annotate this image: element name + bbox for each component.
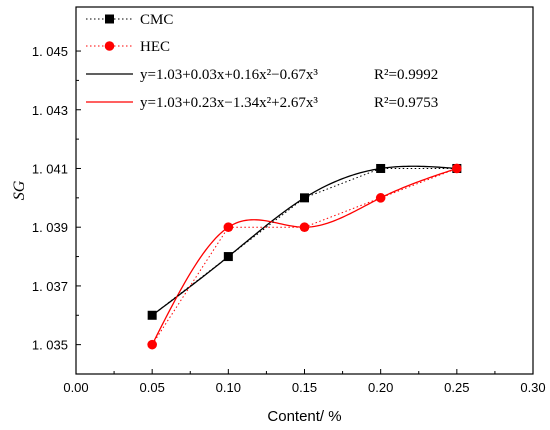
legend-label-hec: HEC (140, 39, 170, 55)
legend-equation-hec: y=1.03+0.23x−1.34x²+2.67x³ (140, 95, 318, 111)
hec-point (223, 222, 234, 232)
x-tick-label: 0.25 (444, 380, 469, 395)
y-tick-label: 1. 041 (32, 161, 68, 176)
x-tick-label: 0.00 (63, 380, 88, 395)
legend-marker-hec (104, 41, 115, 51)
legend-marker-cmc (105, 14, 114, 24)
hec-point (147, 339, 157, 350)
fit-curve-cmc (151, 165, 457, 316)
y-tick-label: 1. 043 (32, 103, 68, 118)
fit-curves (151, 165, 458, 345)
hec-point (452, 163, 462, 174)
x-tick-label: 0.20 (368, 380, 393, 395)
cmc-point (300, 193, 309, 203)
y-tick-label: 1. 037 (32, 279, 68, 294)
cmc-point (223, 252, 233, 262)
x-tick-label: 0.30 (520, 380, 545, 395)
x-tick-label: 0.05 (140, 380, 165, 395)
dotted-line-cmc (151, 167, 457, 316)
plot-axes (75, 6, 534, 375)
hec-point (299, 222, 310, 232)
cmc-point (376, 163, 386, 173)
x-tick-label: 0.15 (292, 380, 317, 395)
legend-equation-cmc: y=1.03+0.03x+0.16x²−0.67x³ (140, 67, 318, 83)
x-tick-label: 0.10 (216, 380, 241, 395)
plot-frame (75, 6, 534, 375)
legend-r2-hec: R²=0.9753 (374, 95, 438, 111)
x-axis-label: Content/ % (267, 408, 341, 425)
data-markers (147, 163, 462, 350)
y-tick-label: 1. 035 (32, 338, 68, 353)
cmc-point (147, 310, 157, 320)
y-axis-label: SG (11, 180, 28, 200)
y-tick-label: 1. 045 (32, 44, 68, 59)
y-tick-label: 1. 039 (32, 220, 68, 235)
legend-r2-cmc: R²=0.9992 (374, 67, 438, 83)
axis-ticks: 0.00 0.05 0.10 0.15 0.20 0.25 0.30 1. 035 1. 037… (32, 44, 546, 395)
legend-label-cmc: CMC (140, 12, 173, 28)
hec-point (375, 193, 386, 203)
legend: CMC HEC y=1.03+0.03x+0.16x²−0.67x³ R²=0.999… (86, 12, 438, 111)
